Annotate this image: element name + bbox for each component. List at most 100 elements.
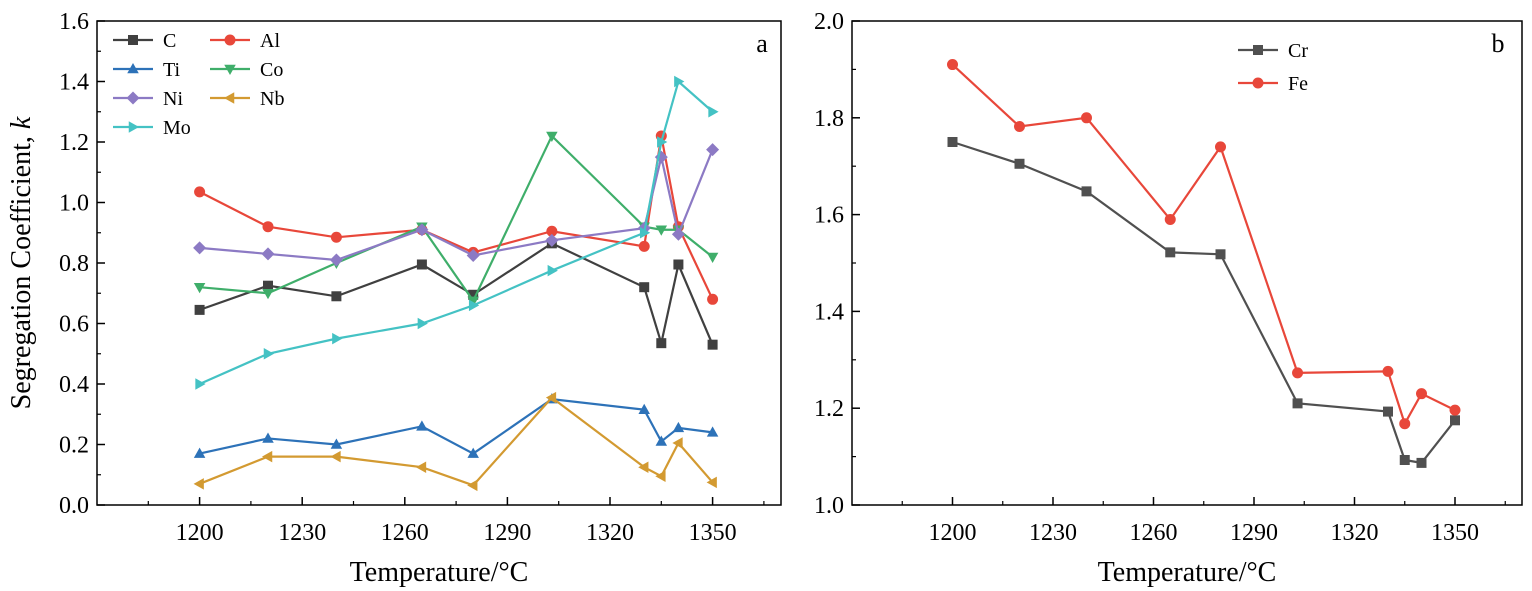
data-point	[261, 247, 275, 261]
legend-marker	[127, 63, 139, 74]
x-tick-label: 1260	[381, 520, 429, 546]
data-point	[193, 241, 207, 255]
series-mo	[195, 75, 719, 390]
legend-label: Mo	[163, 117, 191, 139]
x-tick-label: 1230	[278, 520, 326, 546]
data-point	[1449, 404, 1461, 416]
data-point	[193, 478, 204, 490]
data-point	[468, 299, 480, 312]
x-tick-label: 1230	[1029, 520, 1077, 546]
legend-marker	[224, 34, 236, 46]
data-point	[706, 143, 720, 157]
data-point	[707, 339, 718, 350]
legend-marker	[224, 64, 236, 75]
data-point	[417, 317, 428, 330]
data-point	[262, 432, 274, 443]
data-point	[1416, 457, 1427, 468]
data-point	[547, 264, 558, 277]
series-line	[199, 149, 714, 262]
data-point	[545, 391, 557, 404]
y-tick-label: 0.8	[59, 251, 89, 277]
data-point	[655, 435, 668, 446]
data-point	[706, 252, 719, 263]
legend-marker	[128, 35, 138, 45]
y-axis-title-text: Segregation Coefficient,	[6, 129, 37, 409]
legend-label: Co	[260, 59, 283, 81]
data-point	[545, 233, 559, 247]
legend-label: Cr	[1288, 40, 1308, 62]
series-line	[199, 135, 714, 300]
legend-item-al: Al	[210, 30, 280, 52]
y-tick-label: 1.0	[814, 493, 844, 519]
data-point	[1383, 406, 1393, 417]
data-point	[638, 403, 650, 414]
data-point	[638, 240, 650, 252]
data-point	[330, 438, 343, 449]
x-tick-label: 1320	[1331, 520, 1379, 546]
series-line	[952, 140, 1456, 465]
data-point	[1081, 186, 1092, 197]
data-point	[546, 225, 558, 237]
y-tick-label: 0.6	[59, 312, 89, 338]
data-point	[262, 289, 274, 300]
data-point	[639, 282, 650, 293]
data-point	[1014, 158, 1025, 169]
data-point	[947, 59, 958, 71]
data-point	[708, 106, 719, 118]
legend-item-ti: Ti	[113, 59, 181, 81]
data-point	[467, 447, 479, 458]
data-point	[1450, 415, 1460, 426]
legend-marker	[128, 121, 139, 133]
data-point	[193, 282, 206, 294]
x-tick-label: 1350	[1431, 520, 1479, 546]
series-line	[199, 397, 713, 455]
x-tick-label: 1350	[689, 520, 737, 546]
x-tick-label: 1290	[483, 520, 531, 546]
x-tick-label: 1320	[586, 520, 634, 546]
data-point	[1014, 121, 1025, 133]
series-cr	[947, 137, 1460, 468]
legend-marker	[224, 92, 235, 104]
legend-marker	[1253, 45, 1263, 55]
data-point	[416, 420, 428, 431]
data-point	[467, 479, 478, 492]
y-tick-label: 0.2	[59, 433, 89, 459]
series-line	[199, 396, 714, 487]
plot-frame	[851, 20, 1523, 506]
x-axis-title: Temperature/°C	[1098, 557, 1277, 588]
series-nb	[193, 391, 717, 492]
legend-label: C	[163, 30, 176, 52]
legend-label: Ti	[163, 59, 181, 81]
series-line	[199, 242, 714, 348]
y-tick-label: 1.4	[814, 299, 844, 325]
data-point	[1164, 213, 1176, 225]
data-point	[194, 186, 206, 198]
data-point	[262, 450, 273, 463]
series-fe	[947, 59, 1461, 430]
x-tick-label: 1200	[929, 520, 977, 546]
data-point	[263, 280, 273, 291]
data-point	[1215, 141, 1226, 153]
y-tick-label: 1.0	[59, 191, 89, 217]
data-point	[947, 137, 958, 147]
legend-label: Nb	[260, 88, 284, 110]
y-tick-label: 0.4	[59, 372, 89, 398]
legend-item-c: C	[113, 30, 176, 52]
series-ti	[193, 393, 719, 458]
data-point	[673, 259, 684, 270]
legend-label: Ni	[163, 88, 183, 110]
legend-item-nb: Nb	[210, 88, 284, 110]
data-point	[1292, 367, 1304, 379]
data-point	[331, 291, 342, 302]
data-point	[546, 131, 558, 142]
legend-item-co: Co	[210, 59, 283, 81]
data-point	[466, 248, 480, 262]
data-point	[1399, 418, 1411, 430]
y-tick-label: 1.6	[814, 203, 844, 229]
x-tick-label: 1200	[176, 520, 224, 546]
data-point	[672, 421, 685, 433]
data-point	[672, 437, 683, 449]
data-point	[332, 332, 343, 345]
series-al	[194, 130, 719, 305]
data-point	[707, 293, 719, 305]
